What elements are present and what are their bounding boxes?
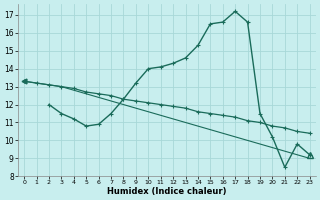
- X-axis label: Humidex (Indice chaleur): Humidex (Indice chaleur): [107, 187, 227, 196]
